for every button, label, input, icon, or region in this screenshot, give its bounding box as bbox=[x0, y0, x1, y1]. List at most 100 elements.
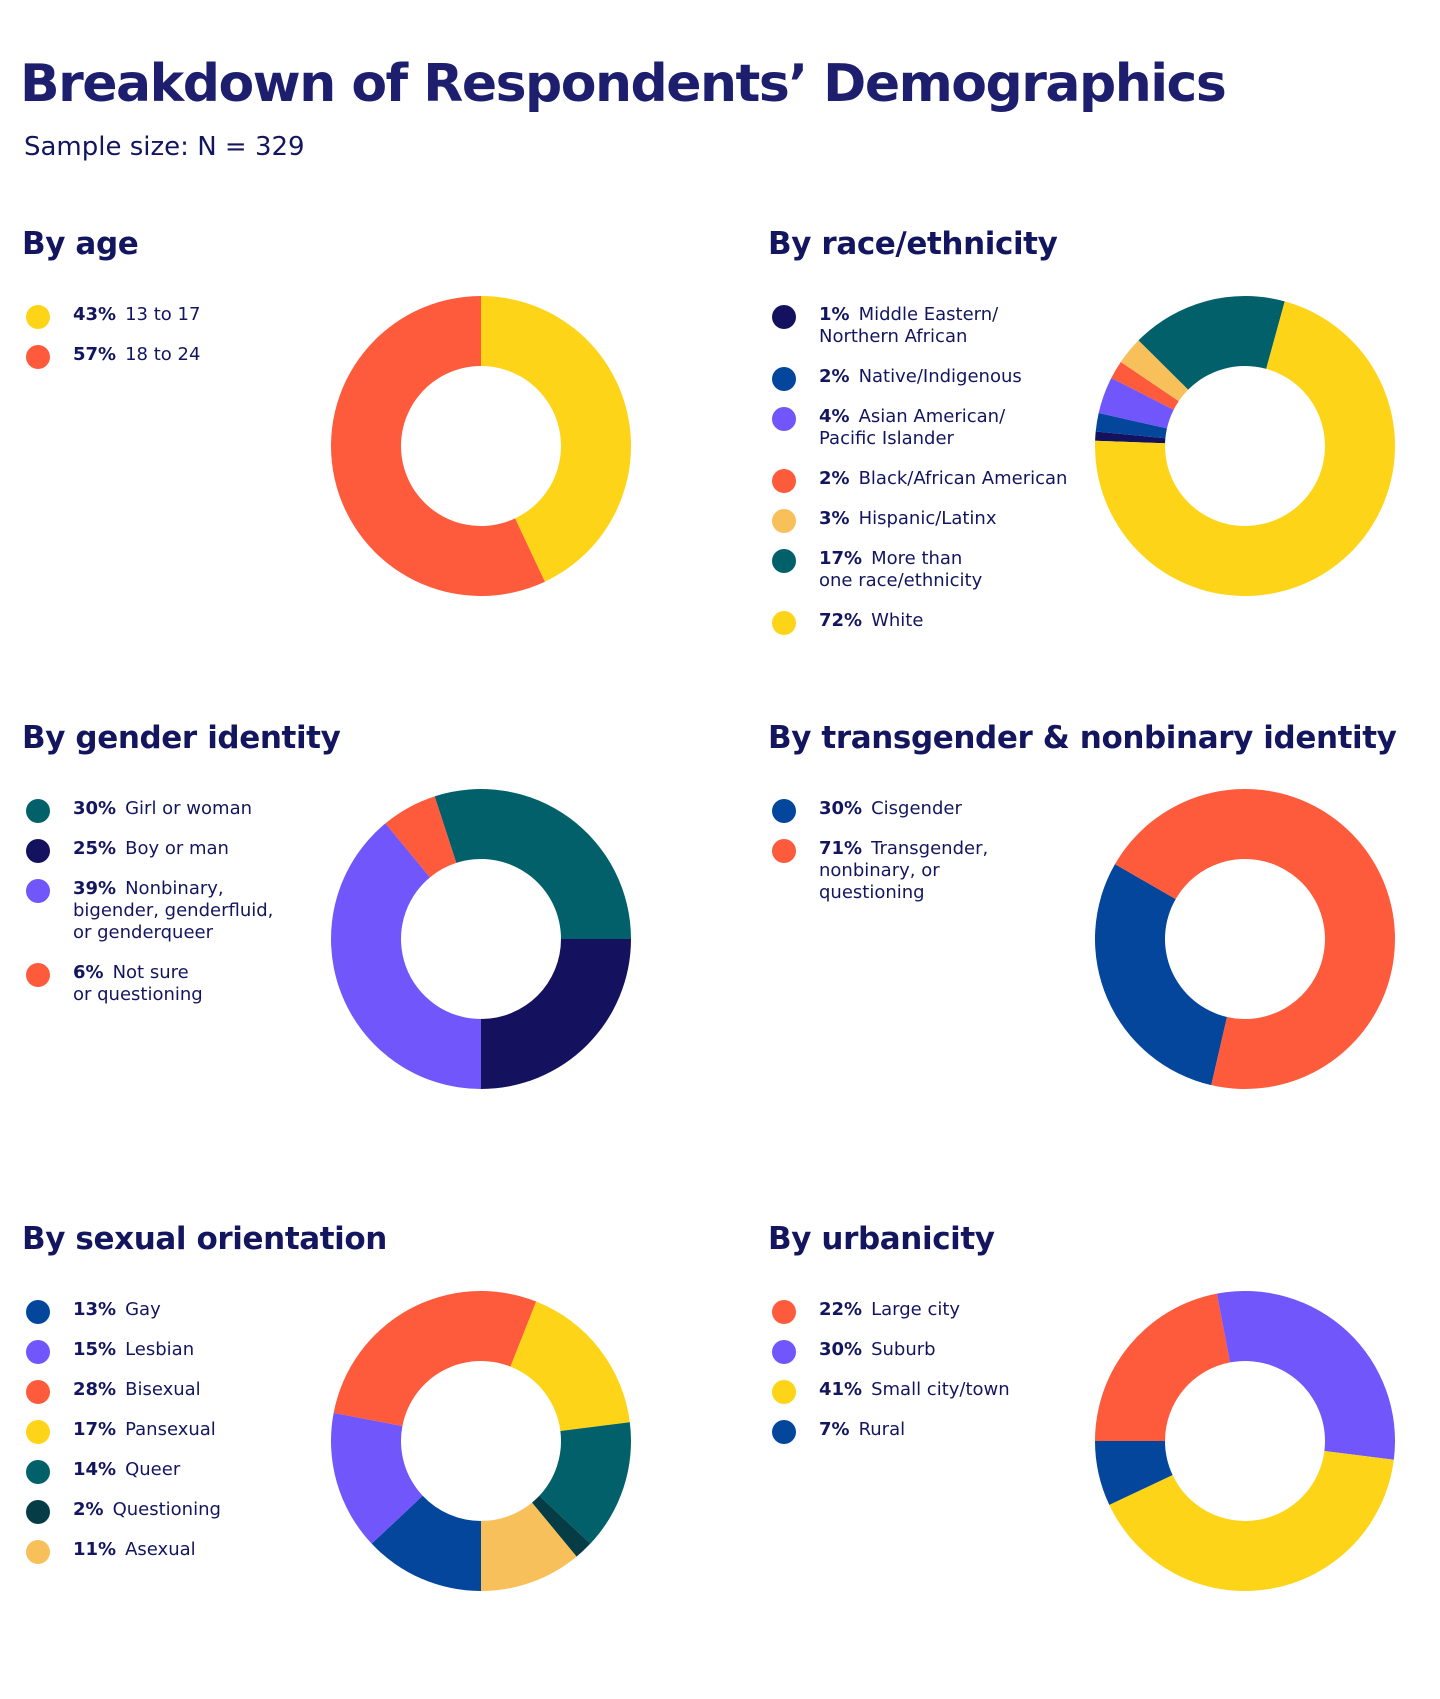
page-title: Breakdown of Respondents’ Demographics bbox=[20, 54, 1227, 114]
legend-item: 14% Queer bbox=[22, 1459, 342, 1484]
legend-item: 25% Boy or man bbox=[22, 838, 342, 863]
legend-swatch bbox=[26, 1460, 50, 1484]
donut-slice bbox=[1098, 378, 1174, 429]
legend-percent: 43% bbox=[73, 304, 117, 325]
legend-category: Girl or woman bbox=[125, 798, 253, 819]
legend-percent: 2% bbox=[73, 1499, 104, 1520]
legend-item: 2% Questioning bbox=[22, 1499, 342, 1524]
donut-chart-age bbox=[331, 296, 631, 596]
legend-swatch bbox=[26, 1300, 50, 1324]
legend-label: 11% Asexual bbox=[73, 1539, 342, 1561]
legend-label: 41% Small city/town bbox=[819, 1379, 1088, 1401]
legend-item: 2% Native/Indigenous bbox=[768, 366, 1088, 391]
legend-percent: 3% bbox=[819, 508, 850, 529]
legend-percent: 4% bbox=[819, 406, 850, 427]
panel-by-gender-identity: By gender identity 30% Girl or woman 25% Bo… bbox=[22, 720, 722, 1190]
donut-slice bbox=[1111, 361, 1179, 410]
legend-percent: 30% bbox=[73, 798, 117, 819]
legend-category: Pansexual bbox=[125, 1419, 216, 1440]
legend-item: 22% Large city bbox=[768, 1299, 1088, 1324]
legend-label: 30% Cisgender bbox=[819, 798, 1088, 820]
legend-swatch bbox=[26, 305, 50, 329]
legend-swatch bbox=[26, 799, 50, 823]
legend-item: 11% Asexual bbox=[22, 1539, 342, 1564]
donut-slice bbox=[1115, 789, 1395, 1089]
legend-category: Large city bbox=[871, 1299, 961, 1320]
donut-slice bbox=[333, 1291, 537, 1427]
legend-percent: 17% bbox=[819, 548, 863, 569]
legend-label: 14% Queer bbox=[73, 1459, 342, 1481]
legend-category: Queer bbox=[125, 1459, 181, 1480]
legend-label: 30% Girl or woman bbox=[73, 798, 342, 820]
legend-category: Questioning bbox=[112, 1499, 221, 1520]
legend-label: 30% Suburb bbox=[819, 1339, 1088, 1361]
legend-category: Black/African American bbox=[858, 468, 1068, 489]
donut-slice bbox=[539, 1422, 631, 1544]
panel-title: By age bbox=[22, 226, 139, 262]
legend-label: 6% Not sure or questioning bbox=[73, 962, 342, 1006]
donut-slice bbox=[1095, 1441, 1173, 1505]
donut-slice bbox=[1095, 413, 1167, 439]
legend-label: 43% 13 to 17 bbox=[73, 304, 342, 326]
legend-category: Boy or man bbox=[125, 838, 229, 859]
donut-slice bbox=[330, 823, 481, 1089]
legend-label: 2% Black/African American bbox=[819, 468, 1088, 490]
legend-percent: 71% bbox=[819, 838, 863, 859]
legend-swatch bbox=[26, 879, 50, 903]
donut-slice bbox=[1095, 301, 1395, 596]
panel-by-sexual-orientation: By sexual orientation 13% Gay 15% Lesbian 28… bbox=[22, 1221, 722, 1691]
legend-category: Bisexual bbox=[125, 1379, 201, 1400]
legend-item: 3% Hispanic/Latinx bbox=[768, 508, 1088, 533]
legend-item: 6% Not sure or questioning bbox=[22, 962, 342, 1006]
legend-percent: 28% bbox=[73, 1379, 117, 1400]
legend-percent: 7% bbox=[819, 1419, 850, 1440]
legend-swatch bbox=[772, 611, 796, 635]
legend-swatch bbox=[26, 1540, 50, 1564]
legend-swatch bbox=[772, 549, 796, 573]
donut-slice bbox=[434, 789, 631, 939]
donut-slice bbox=[1138, 296, 1285, 390]
legend-item: 4% Asian American/ Pacific Islander bbox=[768, 406, 1088, 450]
panel-title: By gender identity bbox=[22, 720, 341, 756]
legend: 22% Large city 30% Suburb 41% Small city/town… bbox=[768, 1299, 1088, 1459]
legend-swatch bbox=[26, 839, 50, 863]
legend-swatch bbox=[772, 799, 796, 823]
legend-category: Middle Eastern/ Northern African bbox=[819, 304, 999, 347]
legend-item: 41% Small city/town bbox=[768, 1379, 1088, 1404]
donut-slice bbox=[481, 296, 631, 582]
legend-category: 18 to 24 bbox=[125, 344, 201, 365]
legend-swatch bbox=[26, 1340, 50, 1364]
donut-slice bbox=[1109, 1451, 1394, 1591]
donut-chart-sexual-orientation bbox=[331, 1291, 631, 1591]
legend-item: 39% Nonbinary, bigender, genderfluid, or … bbox=[22, 878, 342, 944]
legend-label: 2% Questioning bbox=[73, 1499, 342, 1521]
donut-slice bbox=[1095, 431, 1166, 444]
legend-swatch bbox=[772, 1420, 796, 1444]
legend-label: 71% Transgender, nonbinary, or questionin… bbox=[819, 838, 1088, 904]
legend-item: 17% More than one race/ethnicity bbox=[768, 548, 1088, 592]
panel-title: By sexual orientation bbox=[22, 1221, 387, 1257]
legend-category: Rural bbox=[858, 1419, 906, 1440]
donut-slice bbox=[331, 1412, 423, 1544]
donut-slice bbox=[1120, 340, 1189, 402]
legend-category: Native/Indigenous bbox=[858, 366, 1022, 387]
legend-percent: 6% bbox=[73, 962, 104, 983]
legend-item: 30% Cisgender bbox=[768, 798, 1088, 823]
legend: 1% Middle Eastern/ Northern African 2% Nati… bbox=[768, 304, 1088, 650]
legend-category: White bbox=[871, 610, 924, 631]
legend-item: 15% Lesbian bbox=[22, 1339, 342, 1364]
legend-percent: 30% bbox=[819, 798, 863, 819]
legend-label: 39% Nonbinary, bigender, genderfluid, or … bbox=[73, 878, 342, 944]
legend-item: 7% Rural bbox=[768, 1419, 1088, 1444]
legend-percent: 2% bbox=[819, 468, 850, 489]
panel-by-race-ethnicity: By race/ethnicity 1% Middle Eastern/ Nort… bbox=[768, 226, 1440, 696]
legend-category: Cisgender bbox=[871, 798, 962, 819]
legend-category: More than one race/ethnicity bbox=[819, 548, 983, 591]
legend-item: 28% Bisexual bbox=[22, 1379, 342, 1404]
legend-label: 28% Bisexual bbox=[73, 1379, 342, 1401]
legend-category: Hispanic/Latinx bbox=[858, 508, 997, 529]
legend: 30% Cisgender 71% Transgender, nonbinary, o… bbox=[768, 798, 1088, 922]
donut-slice bbox=[481, 939, 631, 1089]
legend-item: 30% Girl or woman bbox=[22, 798, 342, 823]
legend-percent: 13% bbox=[73, 1299, 117, 1320]
